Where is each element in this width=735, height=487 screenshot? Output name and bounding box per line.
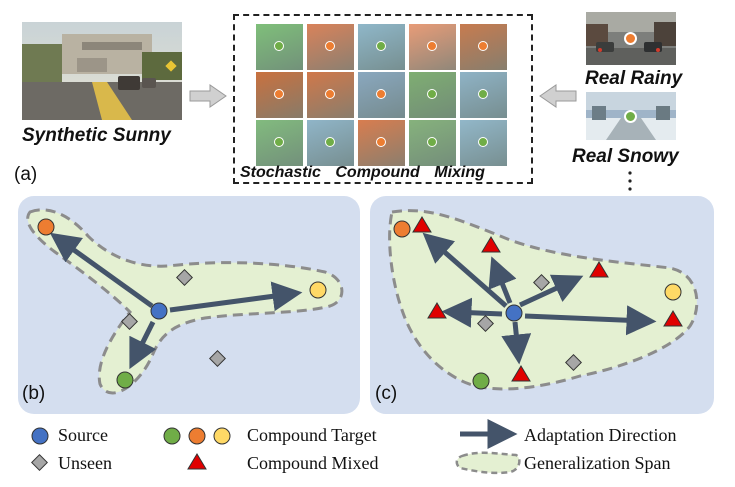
legend-mixed-symbol <box>187 453 207 470</box>
mosaic-tile-marker <box>274 41 284 51</box>
mosaic-tile-marker <box>325 89 335 99</box>
mosaic-tile <box>409 24 456 70</box>
mosaic-tile-marker <box>478 137 488 147</box>
target-yellow-marker <box>309 281 327 299</box>
legend-adaptation-direction-text: Adaptation Direction <box>524 425 677 445</box>
mosaic-tile <box>307 72 354 118</box>
mosaic-tile <box>460 120 507 166</box>
mosaic-tile-marker <box>376 137 386 147</box>
mosaic-tile <box>409 120 456 166</box>
mosaic-tile-marker <box>376 89 386 99</box>
mosaic-tile <box>358 72 405 118</box>
mosaic-tile <box>256 72 303 118</box>
panel-c-generalization-span <box>388 209 699 391</box>
real-snowy-marker <box>624 110 637 123</box>
panel-c-arrows <box>422 232 657 365</box>
mosaic-tile <box>460 72 507 118</box>
real-rainy-label: Real Rainy <box>585 68 683 89</box>
panel-b-arrows <box>49 232 303 370</box>
target-green-marker <box>472 372 490 390</box>
source-marker <box>505 304 523 322</box>
unseen-marker <box>176 269 193 286</box>
dotted-continuation <box>628 171 632 191</box>
real-snowy-label: Real Snowy <box>572 146 679 167</box>
mosaic-tile-marker <box>427 137 437 147</box>
mosaic-caption-word: Mixing <box>434 164 485 181</box>
legend-generalization-span-text: Generalization Span <box>524 453 671 473</box>
adaptation-arrow <box>129 320 157 370</box>
mosaic-tile <box>256 24 303 70</box>
mosaic-tile-marker <box>427 89 437 99</box>
mosaic-tile-marker <box>274 89 284 99</box>
unseen-marker <box>565 354 582 371</box>
legend-unseen-text: Unseen <box>58 453 112 473</box>
panel-a-label: (a) <box>14 164 38 185</box>
real-rainy-marker <box>624 32 637 45</box>
mosaic-tile-marker <box>478 89 488 99</box>
mosaic-tile <box>307 24 354 70</box>
panel-c-label: (c) <box>375 383 398 404</box>
target-green-marker <box>116 371 134 389</box>
legend-unseen-symbol <box>31 454 48 471</box>
target-orange-marker <box>393 220 411 238</box>
adaptation-arrow <box>422 232 508 308</box>
adaptation-arrow <box>524 305 657 336</box>
mixed-marker <box>511 365 531 382</box>
real-snowy-image <box>586 92 676 140</box>
mixed-marker <box>412 216 432 233</box>
legend-compound-mixed-text: Compound Mixed <box>247 453 379 473</box>
mosaic-grid <box>256 24 512 168</box>
left-block-arrow <box>189 84 227 108</box>
mosaic-tile-marker <box>478 41 488 51</box>
mosaic-tile-marker <box>325 41 335 51</box>
mosaic-tile <box>256 120 303 166</box>
legend-target-green-symbol <box>163 427 181 445</box>
unseen-marker <box>533 274 550 291</box>
stochastic-compound-mixing-box <box>233 14 533 184</box>
mosaic-tile-marker <box>376 41 386 51</box>
mosaic-tile-marker <box>325 137 335 147</box>
real-rainy-image <box>586 12 676 65</box>
mixed-marker <box>427 302 447 319</box>
mosaic-tile <box>409 72 456 118</box>
unseen-marker <box>209 350 226 367</box>
adaptation-arrow <box>441 297 503 328</box>
legend-compound-target-text: Compound Target <box>247 425 377 445</box>
legend-source-symbol <box>31 427 49 445</box>
mixed-marker <box>589 261 609 278</box>
synthetic-sunny-label: Synthetic Sunny <box>22 125 171 146</box>
legend-target-yellow-symbol <box>213 427 231 445</box>
legend-span-symbol <box>455 451 521 475</box>
mosaic-caption: Stochastic Compound Mixing <box>240 164 495 182</box>
mosaic-caption-word: Stochastic <box>240 164 321 181</box>
adaptation-arrow <box>169 281 303 313</box>
adaptation-arrow <box>518 274 584 308</box>
panel-b-generalization-span <box>26 208 344 395</box>
unseen-marker <box>121 313 138 330</box>
mosaic-caption-word: Compound <box>335 164 420 181</box>
mosaic-tile <box>358 120 405 166</box>
adaptation-arrow <box>501 321 532 365</box>
mosaic-tile <box>358 24 405 70</box>
mosaic-tile <box>307 120 354 166</box>
mosaic-tile-marker <box>427 41 437 51</box>
legend-target-orange-symbol <box>188 427 206 445</box>
panel-b-label: (b) <box>22 383 46 404</box>
mixed-marker <box>481 236 501 253</box>
adaptation-arrow <box>49 232 154 309</box>
unseen-marker <box>477 315 494 332</box>
target-yellow-marker <box>664 283 682 301</box>
target-orange-marker <box>37 218 55 236</box>
right-block-arrow <box>539 84 577 108</box>
synthetic-sunny-image <box>22 22 182 120</box>
adaptation-arrow <box>488 256 517 304</box>
mosaic-tile <box>460 24 507 70</box>
mixed-marker <box>663 310 683 327</box>
source-marker <box>150 302 168 320</box>
legend-source-text: Source <box>58 425 108 445</box>
mosaic-tile-marker <box>274 137 284 147</box>
